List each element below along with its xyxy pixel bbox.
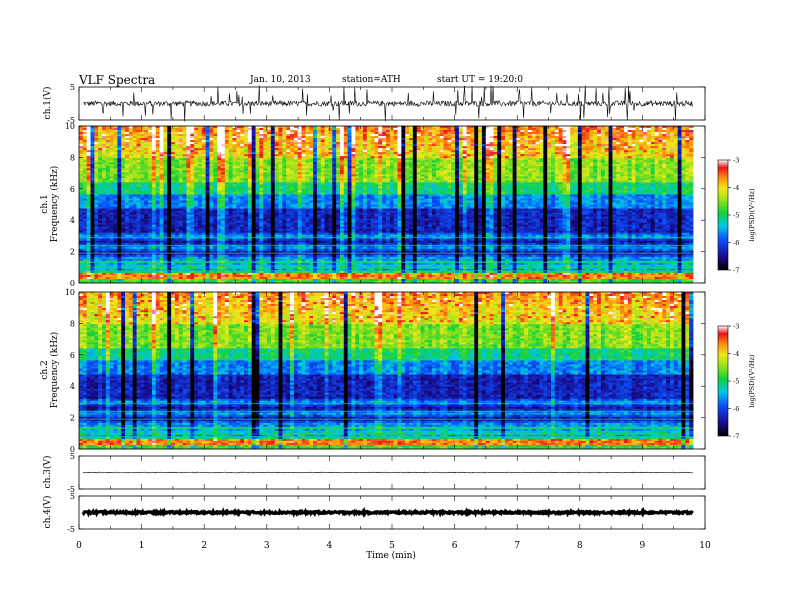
xtick-label: 4	[327, 541, 333, 551]
vlf-figure: VLF Spectra Jan. 10, 2013 station=ATH st…	[0, 0, 792, 612]
ch1-spectrogram-panel: 0 2 4 6 8 10	[65, 122, 705, 288]
colorbar-label: log(PSD)(V²/Hz)	[748, 188, 756, 241]
ch3-trace	[83, 472, 693, 473]
ytick-label: 10	[65, 122, 75, 131]
ytick-label: 0	[70, 279, 75, 288]
colorbar-tick-label: -3	[733, 157, 739, 165]
xtick-label: 1	[139, 541, 145, 551]
figure-title: VLF Spectra	[78, 73, 155, 87]
xtick-label: 6	[452, 541, 458, 551]
start-time-label: start UT = 19:20:0	[437, 75, 523, 85]
colorbar-scale	[718, 160, 728, 270]
xtick-label: 5	[389, 541, 395, 551]
ch1-spectrogram-ylabel: ch.1 Frequency (kHz)	[40, 166, 60, 243]
ytick-label: 5	[70, 492, 75, 501]
ytick-label: 10	[65, 288, 75, 297]
xtick-label: 9	[640, 541, 646, 551]
station-label: station=ATH	[342, 75, 401, 85]
ytick-label: 8	[70, 319, 75, 328]
ytick-label: 5	[70, 452, 75, 461]
xtick-label: 2	[201, 541, 207, 551]
ytick-label: 2	[70, 248, 75, 257]
xtick-label: 0	[76, 541, 82, 551]
colorbar-tick-label: -7	[733, 433, 739, 441]
colorbar-tick-label: -6	[733, 405, 739, 413]
xtick-label: 8	[577, 541, 583, 551]
ch1-ylabel: ch.1(V)	[42, 87, 53, 120]
colorbar-tick-label: -4	[733, 350, 739, 358]
ch4-waveform-panel: 5 -5	[67, 492, 705, 534]
ytick-label: 6	[70, 185, 75, 194]
ch4-trace	[83, 512, 693, 514]
date-label: Jan. 10, 2013	[249, 75, 311, 85]
xtick-label: 3	[264, 541, 270, 551]
colorbar-label: log(PSD)(V²/Hz)	[748, 354, 756, 407]
ch3-waveform-panel: 5-5	[67, 452, 705, 494]
ytick-label: 4	[70, 216, 75, 225]
ch3-ylabel: ch.3(V)	[42, 456, 53, 489]
svg-text:Frequency (kHz): Frequency (kHz)	[49, 332, 60, 409]
ytick-label: 4	[70, 382, 75, 391]
svg-text:ch.2: ch.2	[40, 360, 50, 379]
xtick-label: 10	[699, 541, 711, 551]
ch4-ylabel: ch.4(V)	[42, 496, 53, 529]
s2-image	[79, 292, 693, 449]
colorbar-scale	[718, 326, 728, 436]
ytick-label: 2	[70, 414, 75, 423]
colorbar-tick-label: -5	[733, 212, 739, 220]
colorbar-tick-label: -3	[733, 323, 739, 331]
s1-image	[79, 126, 693, 283]
ytick-label: 8	[70, 153, 75, 162]
svg-text:Frequency (kHz): Frequency (kHz)	[49, 166, 60, 243]
xtick-label: 7	[514, 541, 520, 551]
ch1-trace	[83, 85, 693, 121]
colorbar-tick-label: -6	[733, 239, 739, 247]
ch2-colorbar: -3 -4 -5 -6 -7 log(PSD)(V²/Hz)	[718, 323, 756, 441]
ch1-colorbar: -3 -4 -5 -6 -7 log(PSD)(V²/Hz)	[718, 157, 756, 275]
ytick-label: 5	[70, 83, 75, 92]
x-axis-label: Time (min)	[366, 550, 416, 561]
ytick-label: -5	[67, 525, 75, 534]
ch2-spectrogram-ylabel: ch.2 Frequency (kHz)	[40, 332, 60, 409]
colorbar-tick-label: -5	[733, 378, 739, 386]
ytick-label: 6	[70, 351, 75, 360]
colorbar-tick-label: -4	[733, 184, 739, 192]
colorbar-tick-label: -7	[733, 267, 739, 275]
svg-text:ch.1: ch.1	[40, 194, 50, 213]
time-axis: 0 1 2 3 4 5 6 7 8 9 10	[76, 541, 711, 551]
ch1-waveform-panel: 5-5	[67, 83, 705, 125]
